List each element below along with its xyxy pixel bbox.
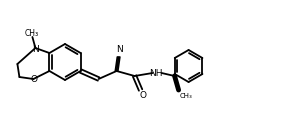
Text: N: N xyxy=(32,45,39,53)
Text: O: O xyxy=(139,91,146,99)
Text: CH₃: CH₃ xyxy=(24,30,38,38)
Text: CH₃: CH₃ xyxy=(180,93,192,99)
Text: O: O xyxy=(31,76,38,84)
Text: NH: NH xyxy=(149,69,162,79)
Text: N: N xyxy=(116,45,123,54)
